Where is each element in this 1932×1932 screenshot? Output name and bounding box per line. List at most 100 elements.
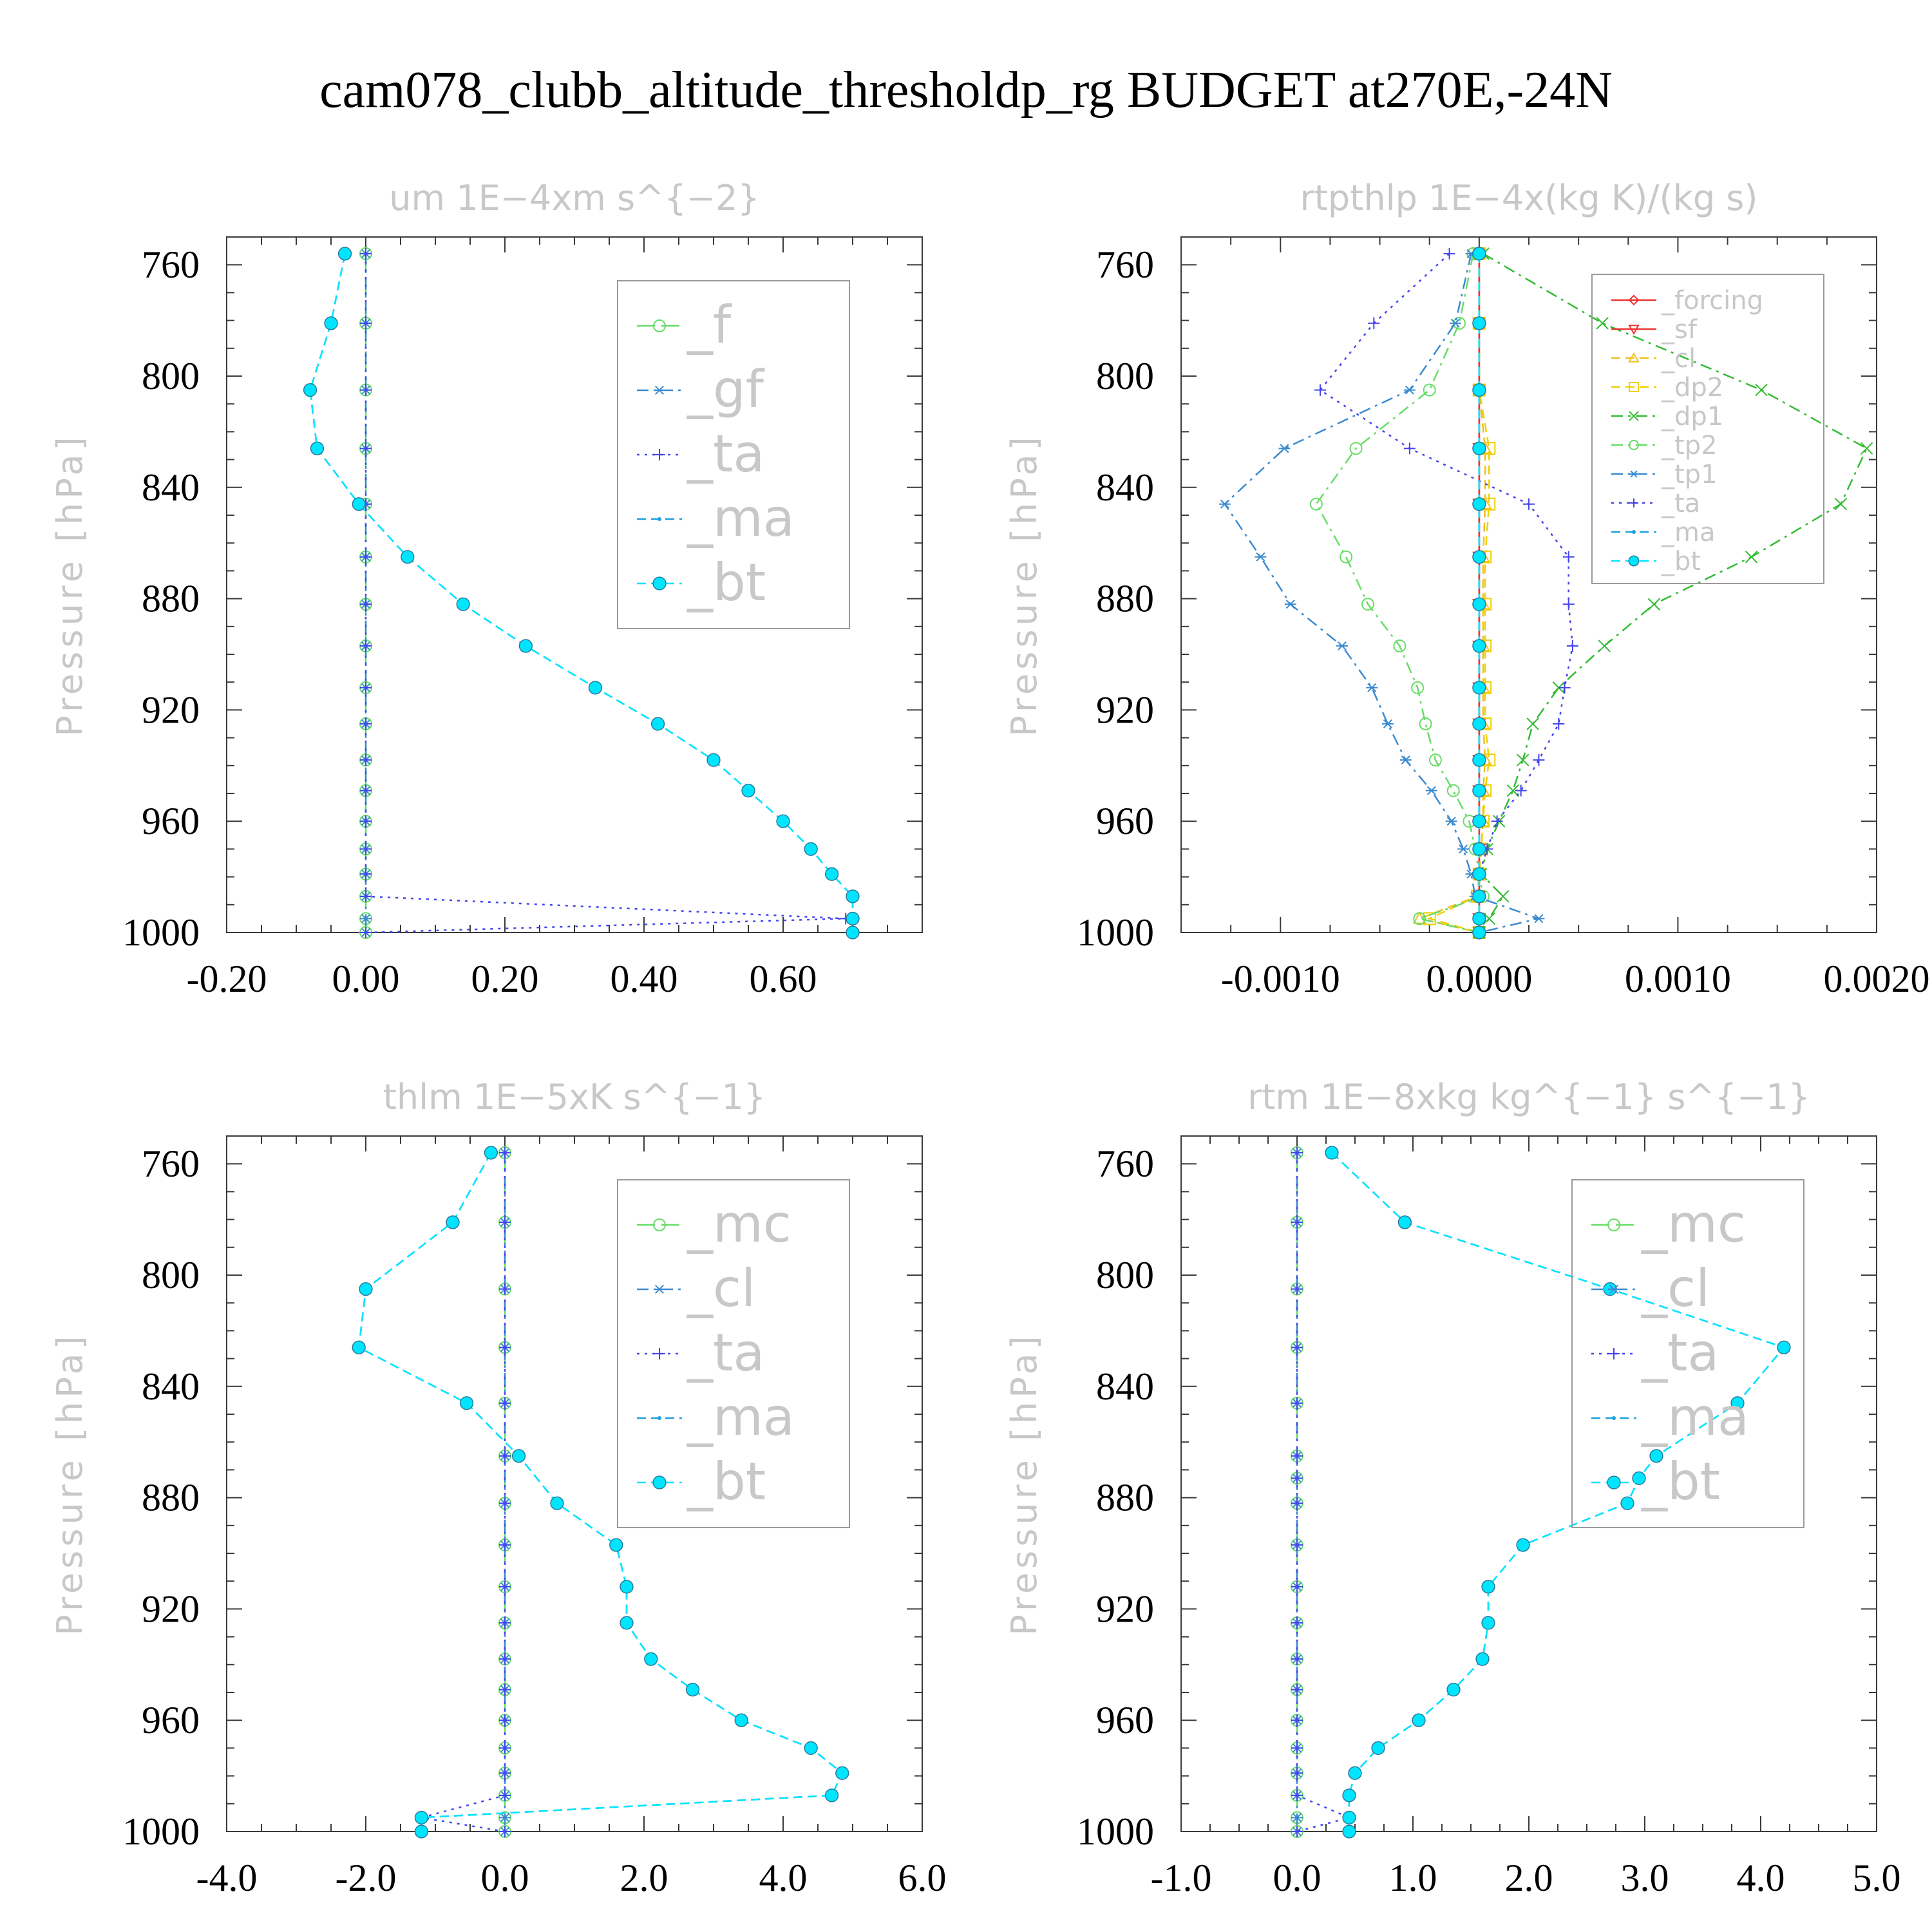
data-point [620, 1580, 634, 1594]
legend-label: _ma [687, 488, 795, 548]
legend-marker [1628, 325, 1640, 336]
legend-item: _bt [637, 553, 766, 612]
data-point [499, 1580, 511, 1593]
y-tick-label: 760 [142, 1142, 200, 1185]
y-tick-label: 920 [1096, 688, 1154, 731]
legend-marker [658, 517, 661, 521]
data-point [360, 384, 372, 396]
data-point [1284, 600, 1296, 609]
data-point [359, 1282, 373, 1296]
data-point [337, 247, 352, 261]
legend-box [617, 280, 850, 629]
y-tick-label: 960 [1096, 1699, 1154, 1741]
data-point [609, 1538, 623, 1552]
data-point [1558, 681, 1571, 694]
data-point [360, 442, 372, 455]
data-point [1457, 844, 1470, 854]
x-tick-label: 0.00 [332, 958, 400, 1000]
data-point [685, 1683, 700, 1697]
data-point [1291, 1767, 1303, 1779]
data-point [1472, 247, 1486, 261]
legend-item: _bt [1591, 1452, 1720, 1511]
data-point [499, 1653, 511, 1665]
data-point [1566, 640, 1578, 652]
panel-title: thlm 1E−5xK s^{−1} [383, 1077, 766, 1117]
x-tick-label: 6.0 [898, 1857, 947, 1899]
legend-item: _f [637, 295, 732, 355]
series-line [1478, 252, 1868, 933]
data-point [499, 1539, 511, 1551]
data-point [1443, 247, 1455, 260]
data-point [1472, 550, 1486, 564]
data-point [1349, 442, 1363, 455]
legend-marker [1628, 352, 1640, 363]
x-tick-label: 4.0 [1737, 1857, 1785, 1899]
legend: _mc_cl_ta_ma_bt [1571, 1179, 1804, 1528]
data-point [1472, 867, 1486, 881]
data-point [1446, 1683, 1461, 1697]
data-point [1860, 442, 1873, 455]
data-point [1647, 598, 1661, 611]
data-point [1481, 1580, 1495, 1594]
x-tick-label: 2.0 [620, 1857, 668, 1899]
y-tick-label: 760 [142, 243, 200, 286]
series-ta [360, 247, 852, 938]
x-tick-label: 0.0 [481, 1857, 529, 1899]
x-tick-label: 0.0010 [1625, 958, 1731, 1000]
x-tick-label: 5.0 [1853, 1857, 1901, 1899]
legend-label: _tp1 [1661, 460, 1718, 489]
legend-item: _mc [1591, 1194, 1746, 1254]
data-point [324, 316, 338, 330]
data-point [1472, 753, 1486, 767]
data-point [1562, 598, 1575, 611]
data-point [1598, 639, 1611, 652]
legend-label: _ma [1661, 518, 1715, 547]
legend-marker [1629, 470, 1638, 478]
data-point [518, 639, 533, 653]
data-point [1413, 912, 1426, 925]
data-point [1834, 498, 1848, 511]
legend-label: _tp2 [1661, 431, 1718, 460]
y-tick-label: 880 [1096, 1477, 1154, 1519]
series-tp1 [1218, 249, 1545, 938]
data-point [1291, 1826, 1303, 1837]
data-point [360, 890, 372, 902]
data-point [824, 1788, 839, 1803]
data-point [1730, 1396, 1745, 1410]
data-point [360, 718, 372, 730]
legend-item: _bt [1611, 547, 1701, 576]
data-point [1291, 1539, 1303, 1551]
y-tick-label: 840 [1096, 466, 1154, 509]
data-point [650, 717, 665, 731]
y-tick-label: 760 [1096, 1142, 1154, 1185]
data-point [360, 914, 372, 923]
series-line [1417, 253, 1486, 934]
legend-item: _dp2 [1611, 373, 1723, 402]
data-point [1472, 597, 1486, 611]
legend-box [617, 1179, 850, 1528]
data-point [360, 843, 372, 855]
data-point [1291, 1450, 1303, 1462]
y-tick-label: 1000 [1077, 1810, 1154, 1853]
x-tick-label: 0.0000 [1426, 958, 1532, 1000]
legend-label: _bt [687, 1452, 766, 1511]
legend-item: _gf [637, 359, 765, 419]
data-point [499, 1450, 511, 1462]
data-point [499, 1397, 511, 1409]
data-point [1291, 1341, 1303, 1354]
legend-box [1591, 274, 1824, 584]
y-tick-label: 840 [142, 466, 200, 509]
data-point [1291, 1617, 1303, 1629]
plot-frame [226, 1135, 923, 1832]
y-tick-label: 960 [142, 800, 200, 842]
legend-label: _bt [1641, 1452, 1720, 1511]
legend-item: _ma [637, 488, 795, 548]
data-point [1411, 681, 1425, 694]
x-tick-label: 0.20 [471, 958, 539, 1000]
data-point [1403, 442, 1416, 455]
data-point [1368, 317, 1380, 329]
figure-title: cam078_clubb_altitude_thresholdp_rg BUDG… [319, 62, 1613, 118]
legend-label: _mc [687, 1194, 791, 1254]
legend-label: _ta [1641, 1323, 1719, 1383]
data-point [1348, 1766, 1362, 1780]
